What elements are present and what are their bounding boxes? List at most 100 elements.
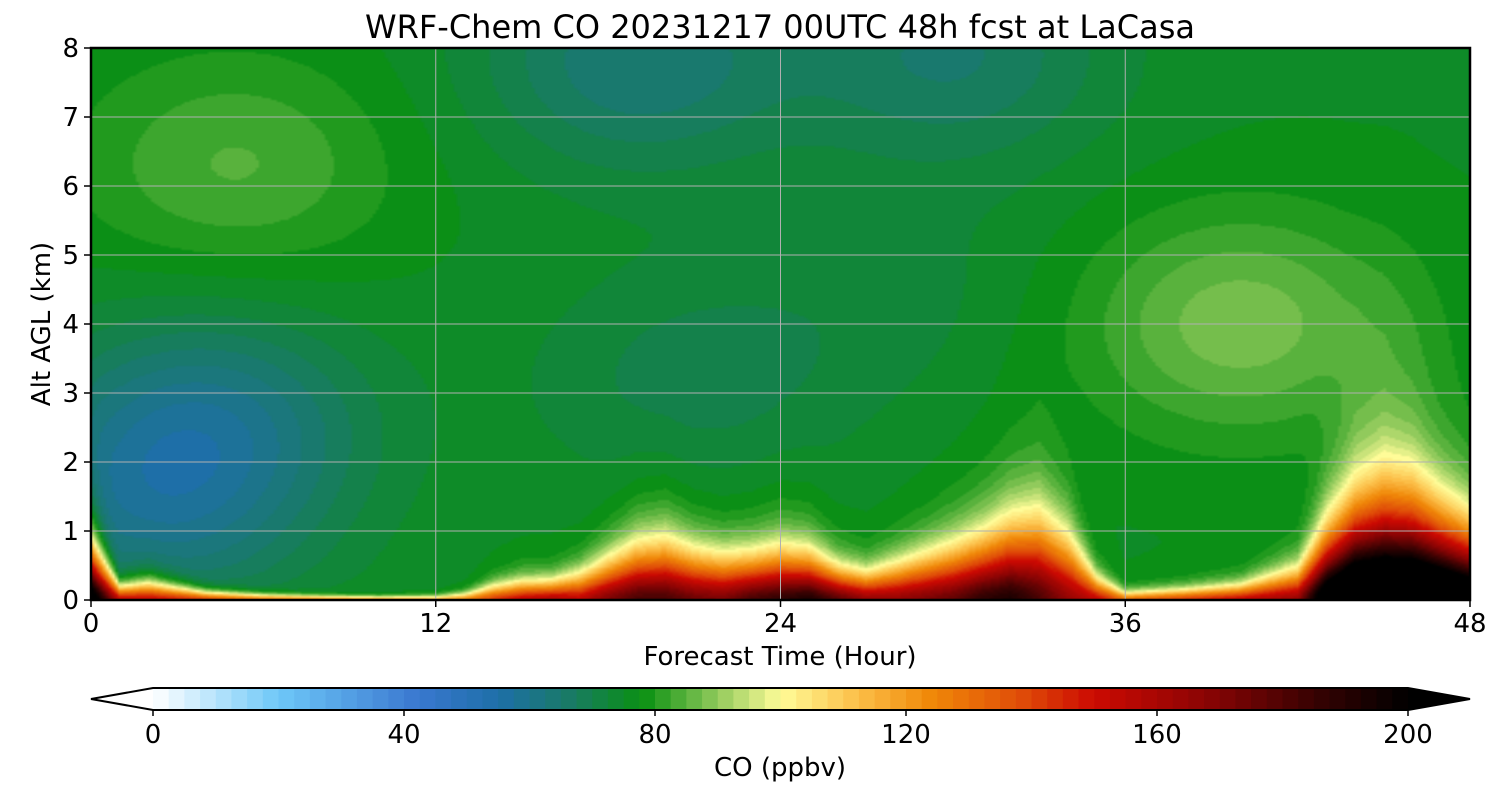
y-tick-label: 4 <box>62 310 79 340</box>
colorbar-step <box>419 688 436 710</box>
colorbar-step <box>1000 688 1017 710</box>
colorbar-step <box>1078 688 1095 710</box>
colorbar-step <box>451 688 468 710</box>
colorbar-step <box>388 688 405 710</box>
y-tick-label: 5 <box>62 241 79 271</box>
plot-area <box>89 46 1472 602</box>
colorbar-tick-label: 0 <box>145 720 162 750</box>
y-tick-label: 8 <box>62 34 79 64</box>
colorbar-step <box>1298 688 1315 710</box>
colorbar-step <box>560 688 578 710</box>
colorbar-step <box>545 688 562 710</box>
colorbar-step <box>670 688 687 710</box>
colorbar-step <box>482 688 499 710</box>
colorbar-step <box>153 688 170 710</box>
colorbar-step <box>184 688 201 710</box>
x-tick-label: 36 <box>1109 609 1142 639</box>
colorbar-step <box>702 688 719 710</box>
colorbar-step <box>1360 688 1378 710</box>
y-tick-label: 2 <box>62 448 79 478</box>
colorbar-tick-label: 80 <box>638 720 671 750</box>
colorbar-step <box>498 688 515 710</box>
colorbar-step <box>404 688 421 710</box>
colorbar-tick-label: 40 <box>387 720 420 750</box>
x-tick-label: 24 <box>764 609 797 639</box>
colorbar-step <box>529 688 546 710</box>
colorbar-step <box>1282 688 1299 710</box>
colorbar-tick-label: 120 <box>881 720 931 750</box>
colorbar-step <box>592 688 609 710</box>
colorbar-step <box>1141 688 1158 710</box>
colorbar-step <box>262 688 280 710</box>
colorbar-label: CO (ppbv) <box>714 753 846 783</box>
colorbar-step <box>1219 688 1237 710</box>
y-axis-label: Alt AGL (km) <box>27 242 57 406</box>
colorbar-tick-label: 160 <box>1132 720 1182 750</box>
x-tick-label: 12 <box>419 609 452 639</box>
colorbar-step <box>890 688 907 710</box>
colorbar-step <box>1392 688 1409 710</box>
colorbar-step <box>749 688 766 710</box>
colorbar-step <box>1329 688 1346 710</box>
colorbar-step <box>623 688 640 710</box>
colorbar-step <box>655 688 672 710</box>
colorbar-step <box>796 688 813 710</box>
colorbar-step <box>858 688 876 710</box>
colorbar-step <box>968 688 986 710</box>
colorbar-step <box>325 688 342 710</box>
colorbar-step <box>733 688 750 710</box>
colorbar-step <box>1157 688 1174 710</box>
colorbar-extend-high <box>1408 688 1470 710</box>
y-tick-label: 6 <box>62 172 79 202</box>
colorbar-step <box>811 688 829 710</box>
colorbar-step <box>1251 688 1268 710</box>
colorbar-step <box>717 688 735 710</box>
y-tick-label: 7 <box>62 103 79 133</box>
colorbar-step <box>1094 688 1111 710</box>
colorbar-step <box>686 688 703 710</box>
colorbar-step <box>1376 688 1393 710</box>
colorbar-step <box>356 688 374 710</box>
colorbar-step <box>435 688 452 710</box>
colorbar-step <box>513 688 531 710</box>
chart-title: WRF-Chem CO 20231217 00UTC 48h fcst at L… <box>365 8 1195 46</box>
colorbar-tick-label: 200 <box>1383 720 1433 750</box>
colorbar-step <box>1172 688 1189 710</box>
colorbar-step <box>921 688 938 710</box>
colorbar-step <box>607 688 625 710</box>
colorbar-step <box>294 688 311 710</box>
colorbar-step <box>1188 688 1205 710</box>
colorbar-step <box>764 688 782 710</box>
y-tick-label: 1 <box>62 517 79 547</box>
colorbar-step <box>639 688 656 710</box>
x-tick-label: 48 <box>1453 609 1486 639</box>
colorbar-step <box>1266 688 1284 710</box>
colorbar-step <box>576 688 593 710</box>
colorbar-step <box>874 688 891 710</box>
colorbar-step <box>215 688 233 710</box>
colorbar-step <box>278 688 295 710</box>
colorbar-step <box>1015 688 1033 710</box>
x-axis-label: Forecast Time (Hour) <box>643 642 916 672</box>
colorbar-step <box>1204 688 1221 710</box>
colorbar-step <box>937 688 954 710</box>
colorbar-step <box>341 688 358 710</box>
colorbar-step <box>984 688 1001 710</box>
colorbar-step <box>1235 688 1252 710</box>
colorbar-step <box>1031 688 1048 710</box>
colorbar-step <box>1313 688 1331 710</box>
colorbar-step <box>309 688 327 710</box>
colorbar-step <box>843 688 860 710</box>
colorbar-step <box>906 688 923 710</box>
colorbar-step <box>1125 688 1142 710</box>
colorbar-step <box>780 688 797 710</box>
colorbar-step <box>1047 688 1064 710</box>
colorbar-step <box>372 688 389 710</box>
colorbar-step <box>1062 688 1080 710</box>
y-axis: 0 1 2 3 4 5 6 7 8 <box>62 34 91 616</box>
y-tick-label: 3 <box>62 379 79 409</box>
colorbar-step <box>1109 688 1127 710</box>
colorbar-ticks: 0 40 80 120 160 200 <box>145 710 1433 750</box>
colorbar-step <box>1345 688 1362 710</box>
colorbar-step <box>247 688 264 710</box>
